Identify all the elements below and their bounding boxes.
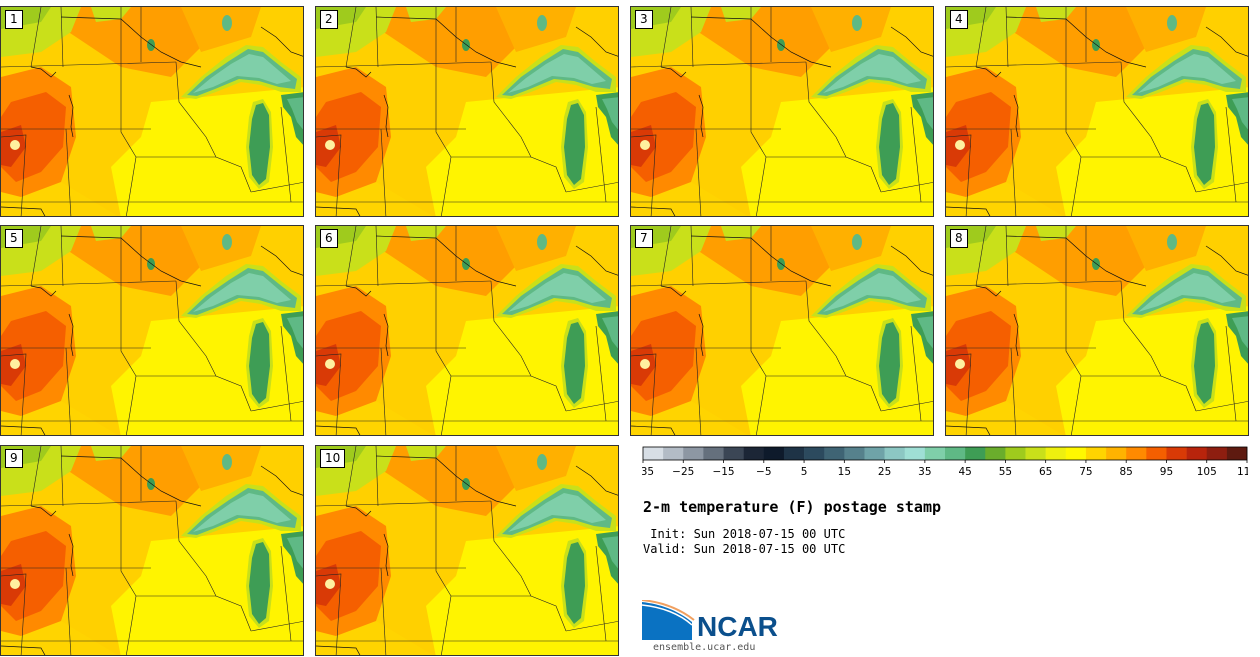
chart-title: 2-m temperature (F) postage stamp [643,498,942,516]
logo-text: NCAR [697,611,778,642]
colorbar-swatch [904,447,926,460]
colorbar-swatch [743,447,765,460]
colorbar-tick-label: 95 [1160,466,1173,476]
colorbar-swatch [1226,447,1248,460]
colorbar-swatch [1106,447,1127,460]
colorbar-swatch [1206,447,1228,460]
colorbar-tick-label: 65 [1039,466,1052,476]
ensemble-member-panel: 3 [630,6,934,217]
valid-time: Valid: Sun 2018-07-15 00 UTC [643,542,846,556]
colorbar-tick-label: −5 [756,466,771,476]
colorbar-swatch [643,447,664,460]
member-number-label: 9 [5,449,23,468]
colorbar-border [642,446,1248,461]
colorbar-swatch [1025,447,1046,460]
ensemble-member-panel: 5 [0,225,304,436]
colorbar-tick-label: 85 [1120,466,1133,476]
member-number-label: 8 [950,229,968,248]
colorbar-swatch [1005,447,1026,460]
member-number-label: 1 [5,10,23,29]
ensemble-member-panel: 8 [945,225,1249,436]
temperature-map [946,7,1249,217]
member-number-label: 3 [635,10,653,29]
temperature-map [631,226,934,436]
temperature-map [316,446,619,656]
temperature-map [1,446,304,656]
colorbar-swatch [844,447,865,460]
temperature-map [316,226,619,436]
colorbar-swatch [884,447,906,460]
colorbar-tick-label: 15 [838,466,851,476]
member-number-label: 7 [635,229,653,248]
colorbar-tick-label: −25 [672,466,694,476]
colorbar-swatch [1065,447,1087,460]
temperature-colorbar: −35 −25 −15 −5 5 15 25 35 45 55 65 75 85 95 105 115 [642,446,1248,476]
colorbar-swatch [1186,447,1208,460]
colorbar-swatch [824,447,845,460]
ensemble-member-panel: 10 [315,445,619,656]
colorbar-tick-label: 25 [878,466,891,476]
colorbar-tick-label: −15 [712,466,734,476]
colorbar-swatch [1045,447,1067,460]
colorbar-swatch [1146,447,1167,460]
ensemble-member-panel: 6 [315,225,619,436]
colorbar-swatch [1166,447,1187,460]
colorbar-tick-label: 5 [801,466,808,476]
member-number-label: 4 [950,10,968,29]
colorbar-tick-label: 35 [918,466,931,476]
ensemble-member-panel: 7 [630,225,934,436]
colorbar-tick-label: 45 [958,466,971,476]
member-number-label: 10 [320,449,346,468]
temperature-map [316,7,619,217]
colorbar-swatch [723,447,744,460]
ensemble-member-panel: 4 [945,6,1249,217]
colorbar-tick-label: 105 [1197,466,1217,476]
colorbar-swatch [864,447,885,460]
temperature-map [631,7,934,217]
colorbar-tick-label: 55 [999,466,1012,476]
colorbar-swatch [924,447,946,460]
logo-url: ensemble.ucar.edu [653,642,756,653]
temperature-map [1,7,304,217]
ensemble-member-panel: 9 [0,445,304,656]
colorbar-tick-label: 75 [1079,466,1092,476]
ensemble-member-panel: 2 [315,6,619,217]
colorbar-swatch [1126,447,1147,460]
ncar-logo-icon [642,600,695,640]
colorbar-swatch [763,447,785,460]
member-number-label: 5 [5,229,23,248]
init-time: Init: Sun 2018-07-15 00 UTC [643,527,846,541]
colorbar-swatch [683,447,704,460]
colorbar-swatch [985,447,1006,460]
colorbar-tick-label: −35 [642,466,654,476]
ensemble-member-panel: 1 [0,6,304,217]
colorbar-tick-label: 115 [1237,466,1248,476]
colorbar-swatch [804,447,825,460]
colorbar-swatch [703,447,724,460]
colorbar-swatch [1085,447,1107,460]
colorbar-swatch [945,447,966,460]
temperature-map [1,226,304,436]
temperature-map [946,226,1249,436]
colorbar-swatch [663,447,684,460]
member-number-label: 2 [320,10,338,29]
colorbar-swatch [965,447,986,460]
colorbar-swatch [783,447,805,460]
member-number-label: 6 [320,229,338,248]
